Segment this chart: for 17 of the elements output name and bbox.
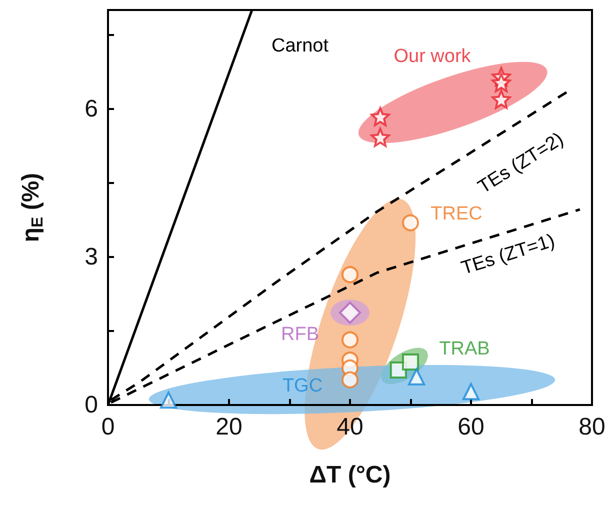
series-label: TRAB	[439, 338, 490, 360]
series-label: Our work	[394, 46, 472, 68]
y-tick-label: 3	[84, 243, 98, 270]
x-tick-label: 40	[336, 414, 364, 440]
y-tick-label: 0	[84, 392, 98, 418]
text: TGC	[282, 376, 323, 397]
series-label: TREC	[430, 203, 482, 224]
x-tick-label: 20	[216, 414, 242, 440]
text: TEs (ZT=1)	[458, 230, 558, 280]
x-tick-label: 60	[458, 414, 484, 440]
x-tick-label: 80	[578, 414, 606, 440]
y-axis-title: ηE (%)	[18, 172, 46, 242]
series-label: Carnot	[271, 36, 330, 56]
y-tick-label: 6	[84, 95, 98, 122]
series-label: RFB	[281, 324, 319, 346]
x-tick-label: 0	[101, 414, 115, 440]
x-axis-title: ΔT (°C)	[309, 462, 391, 488]
